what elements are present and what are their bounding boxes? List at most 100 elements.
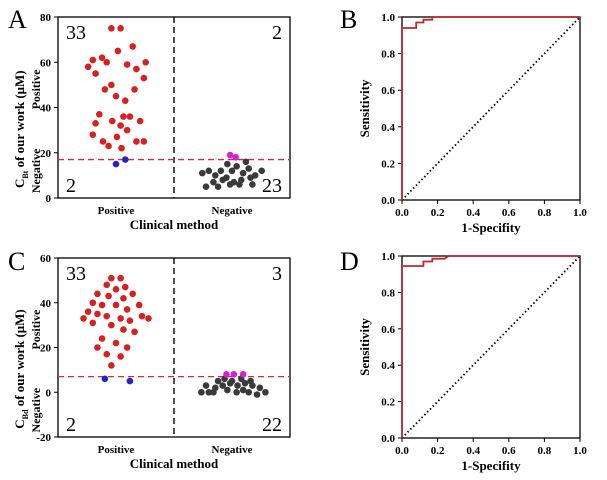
true-positive-point xyxy=(126,113,134,120)
true-positive-point xyxy=(108,274,115,282)
true-positive-point xyxy=(123,306,131,313)
true-negative-point xyxy=(249,181,256,188)
count-bottom-right: 22 xyxy=(262,414,282,436)
true-positive-point xyxy=(129,43,137,50)
true-positive-point xyxy=(101,86,109,93)
true-positive-point xyxy=(123,61,131,68)
y-side-label-negative: Negative xyxy=(29,148,43,193)
true-negative-point xyxy=(219,176,227,184)
y-axis-title-rest: of our work (μM) xyxy=(12,70,27,170)
panel-label: B xyxy=(340,5,357,34)
true-positive-point xyxy=(136,117,144,125)
true-positive-point xyxy=(129,290,137,298)
true-positive-point xyxy=(112,92,120,100)
true-positive-point xyxy=(118,144,125,152)
x-tick-label: 1.0 xyxy=(573,445,587,457)
true-negative-point xyxy=(228,377,236,385)
y-tick-label: 0.0 xyxy=(381,195,395,207)
y-tick-label: 1.0 xyxy=(381,12,395,24)
true-positive-point xyxy=(80,315,87,322)
y-axis-title: Sensitivity xyxy=(357,79,372,137)
y-tick-label: 20 xyxy=(40,148,52,160)
true-positive-point xyxy=(140,138,148,145)
true-negative-point xyxy=(247,174,254,181)
true-positive-point xyxy=(98,54,106,62)
y-axis-title: Sensitivity xyxy=(357,318,372,376)
x-axis-title: Clinical method xyxy=(130,217,219,232)
y-tick-label: 0 xyxy=(46,193,52,205)
y-axis-title-symbol: C xyxy=(12,419,27,428)
y-side-label-positive: Positive xyxy=(29,309,43,350)
true-negative-point xyxy=(245,388,253,396)
true-positive-point xyxy=(108,362,115,369)
y-axis-title: CBt of our work (μM) xyxy=(12,70,30,188)
panel-d: D 0.0 0.2 0.4 0.6 0.8 1.0 0.0 0.2 0.4 0.6 0.8 1.0 1-S… xyxy=(340,247,587,473)
false-positive-point xyxy=(230,371,238,378)
true-positive-point xyxy=(98,335,106,342)
true-positive-point xyxy=(89,56,97,64)
x-tick-label: Positive xyxy=(98,444,135,456)
count-top-left: 33 xyxy=(66,263,86,285)
true-positive-point xyxy=(84,63,92,71)
y-side-label-negative: Negative xyxy=(29,387,43,432)
true-positive-point xyxy=(135,301,143,309)
true-positive-point xyxy=(92,120,99,127)
y-axis-title-subscript: Bd xyxy=(21,409,30,419)
true-positive-point xyxy=(131,86,138,93)
y-tick-label: 0.8 xyxy=(381,287,395,299)
y-tick-label: 0.0 xyxy=(381,433,395,445)
y-axis-title-symbol: C xyxy=(12,179,27,188)
count-top-left: 33 xyxy=(66,22,86,44)
true-negative-point xyxy=(210,178,217,186)
true-positive-point xyxy=(103,350,111,358)
true-negative-point xyxy=(241,380,249,387)
true-positive-point xyxy=(92,70,99,77)
true-negative-point xyxy=(247,377,254,385)
false-positive-point xyxy=(226,151,234,159)
panel-label: D xyxy=(340,247,359,276)
true-negative-point xyxy=(205,167,213,175)
y-tick-label: 0.2 xyxy=(381,158,395,170)
true-negative-point xyxy=(258,167,265,175)
x-axis-title: Clinical method xyxy=(130,456,219,471)
true-negative-point xyxy=(219,382,227,389)
x-tick-label: Positive xyxy=(98,205,135,217)
true-negative-point xyxy=(214,377,222,385)
true-positive-point xyxy=(94,310,101,318)
false-positive-point xyxy=(232,153,240,161)
true-negative-point xyxy=(233,163,240,170)
true-positive-point xyxy=(140,74,148,82)
true-negative-point xyxy=(245,165,253,172)
y-tick-label: 0.6 xyxy=(381,85,395,97)
true-positive-point xyxy=(103,312,111,320)
y-axis-title: CBd of our work (μM) xyxy=(12,309,30,428)
true-positive-point xyxy=(105,142,112,150)
true-negative-point xyxy=(199,169,206,177)
diagonal-reference-line xyxy=(401,16,581,201)
count-top-right: 3 xyxy=(272,263,282,285)
true-negative-point xyxy=(253,391,261,398)
true-positive-point xyxy=(133,65,140,73)
panel-label: A xyxy=(8,5,27,34)
y-side-label-positive: Positive xyxy=(29,69,43,110)
y-tick-label: 0.6 xyxy=(381,324,395,336)
true-positive-point xyxy=(114,47,122,55)
true-negative-point xyxy=(262,388,269,396)
true-positive-point xyxy=(89,131,97,138)
true-positive-point xyxy=(103,58,111,66)
true-negative-point xyxy=(198,388,205,396)
true-positive-point xyxy=(113,133,121,141)
y-tick-label: 0.2 xyxy=(381,397,395,409)
false-negative-point xyxy=(126,377,134,385)
true-negative-point xyxy=(210,388,217,396)
y-tick-label: 0 xyxy=(46,387,52,399)
x-tick-label: 0.6 xyxy=(502,445,516,457)
true-positive-point xyxy=(117,353,124,360)
false-negative-point xyxy=(112,160,120,168)
true-positive-point xyxy=(117,122,124,129)
false-negative-point xyxy=(101,375,109,383)
true-positive-point xyxy=(117,25,124,32)
true-negative-point xyxy=(202,382,210,389)
true-positive-point xyxy=(120,294,127,302)
